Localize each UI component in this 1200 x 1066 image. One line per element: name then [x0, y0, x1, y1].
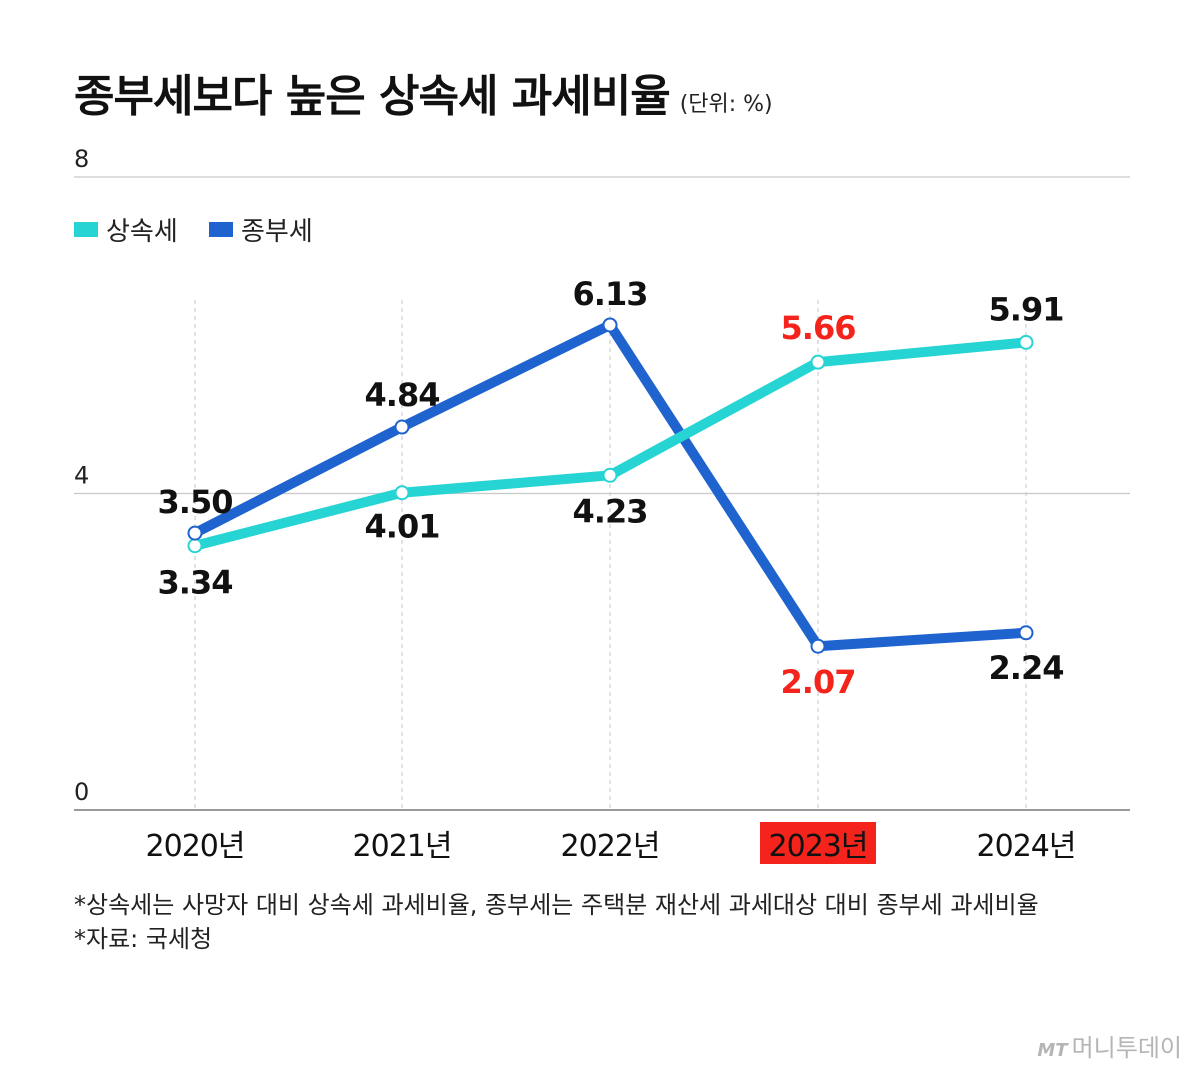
brand-logo: MT 머니투데이: [1037, 1028, 1182, 1063]
footnote-definition: *상속세는 사망자 대비 상속세 과세비율, 종부세는 주택분 재산세 과세대상…: [74, 891, 1039, 919]
series-1-label-1: 3.34: [158, 564, 233, 602]
series-2-label-1: 3.50: [158, 483, 233, 521]
series-1-label-2: 4.01: [365, 508, 440, 546]
logo-mark: MT: [1037, 1040, 1068, 1061]
legend: 상속세 종부세: [74, 217, 313, 247]
series-2-point-3: [602, 317, 618, 333]
series-1-label-5: 5.91: [989, 290, 1064, 328]
series-1-label-3: 4.23: [573, 492, 648, 530]
y-tick-label-4: 4: [74, 462, 89, 490]
footnote-source: *자료: 국세청: [74, 925, 213, 953]
legend-swatch-2: [209, 222, 233, 237]
logo-text: 머니투데이: [1071, 1034, 1182, 1062]
x-tick-label-2: 2021년: [353, 829, 452, 864]
x-tick-label-3: 2022년: [561, 829, 660, 864]
footnotes: *상속세는 사망자 대비 상속세 과세비율, 종부세는 주택분 재산세 과세대상…: [74, 888, 1039, 956]
series-2-point-1: [187, 525, 203, 541]
series-2-point-2: [394, 419, 410, 435]
unit-label: (단위: %): [679, 92, 773, 117]
legend-swatch-1: [74, 222, 98, 237]
x-tick-label-4: 2023년: [769, 829, 868, 864]
series-2-label-5: 2.24: [989, 649, 1064, 687]
series-1-label-4: 5.66: [781, 309, 856, 347]
x-tick-label-1: 2020년: [146, 829, 245, 864]
title-block: 종부세보다 높은 상속세 과세비율 (단위: %): [74, 60, 773, 124]
legend-label-1: 상속세: [106, 217, 178, 247]
series-2-label-2: 4.84: [365, 376, 440, 414]
highlight-year-box: [760, 822, 876, 864]
series-2-label-4: 2.07: [781, 663, 856, 701]
x-axis: 2020년 2021년 2022년 2023년 2024년: [146, 822, 1076, 864]
y-tick-label-0: 0: [74, 778, 89, 806]
series-1-point-4: [810, 354, 826, 370]
series-1-point-2: [394, 485, 410, 501]
legend-label-2: 종부세: [241, 217, 313, 247]
x-tick-label-5: 2024년: [977, 829, 1076, 864]
data-labels: 3.34 4.01 4.23 5.66 5.91 3.50 4.84 6.13 2.07 2.24: [158, 275, 1065, 701]
series-points: [187, 317, 1034, 654]
line-chart: 0 4 8 상속세 종부세 3.34 4.01 4.23 5.66 5.91 3.50 4.84 6…: [74, 145, 1130, 864]
chart-title: 종부세보다 높은 상속세 과세비율: [74, 71, 671, 122]
series-2-point-5: [1018, 625, 1034, 641]
series-1-point-1: [187, 538, 203, 554]
series-2-point-4: [810, 638, 826, 654]
series-2-label-3: 6.13: [573, 275, 648, 313]
series-1-point-3: [602, 467, 618, 483]
y-tick-label-8: 8: [74, 145, 89, 173]
grid-layer: 0 4 8: [74, 145, 1130, 811]
series-1-point-5: [1018, 334, 1034, 350]
